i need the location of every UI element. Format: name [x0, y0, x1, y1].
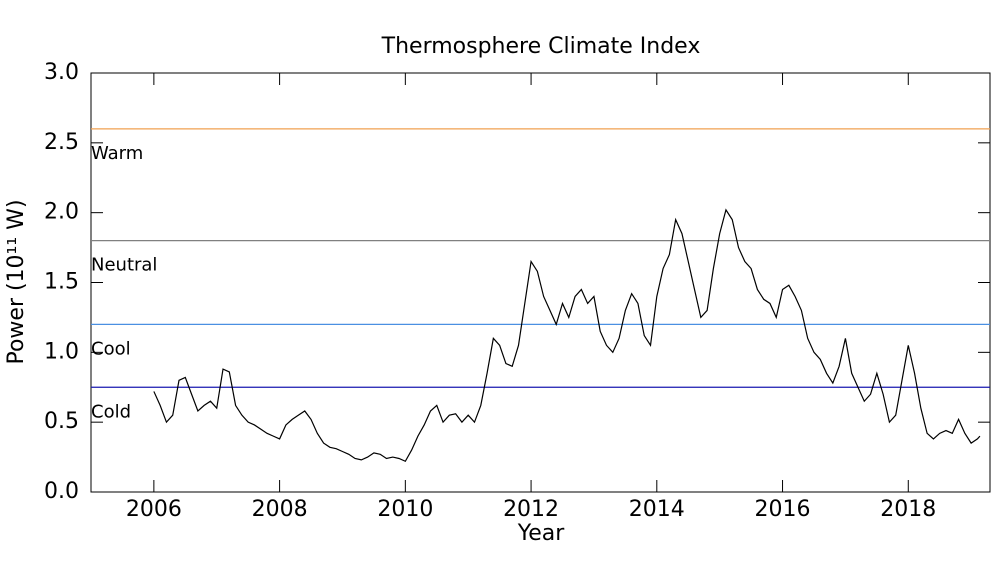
reference-label: Cold	[91, 401, 131, 422]
x-tick-label: 2006	[126, 497, 182, 522]
reference-label: Neutral	[91, 255, 157, 276]
x-axis-label: Year	[517, 521, 566, 546]
x-tick-label: 2016	[755, 497, 811, 522]
y-tick-label: 3.0	[44, 60, 79, 85]
x-tick-label: 2008	[252, 497, 308, 522]
y-tick-label: 1.0	[44, 339, 79, 364]
x-tick-label: 2012	[503, 497, 559, 522]
x-tick-label: 2010	[377, 497, 433, 522]
y-tick-label: 2.5	[44, 130, 79, 155]
x-tick-label: 2018	[880, 497, 936, 522]
x-tick-label: 2014	[629, 497, 685, 522]
y-tick-label: 0.5	[44, 409, 79, 434]
reference-label: Cool	[91, 338, 131, 359]
chart-title: Thermosphere Climate Index	[381, 34, 701, 59]
y-tick-label: 0.0	[44, 479, 79, 504]
y-axis-label: Power (10¹¹ W)	[4, 199, 29, 364]
data-line	[153, 208, 981, 463]
y-tick-label: 2.0	[44, 200, 79, 225]
y-tick-label: 1.5	[44, 270, 79, 295]
reference-label: Warm	[91, 143, 143, 164]
